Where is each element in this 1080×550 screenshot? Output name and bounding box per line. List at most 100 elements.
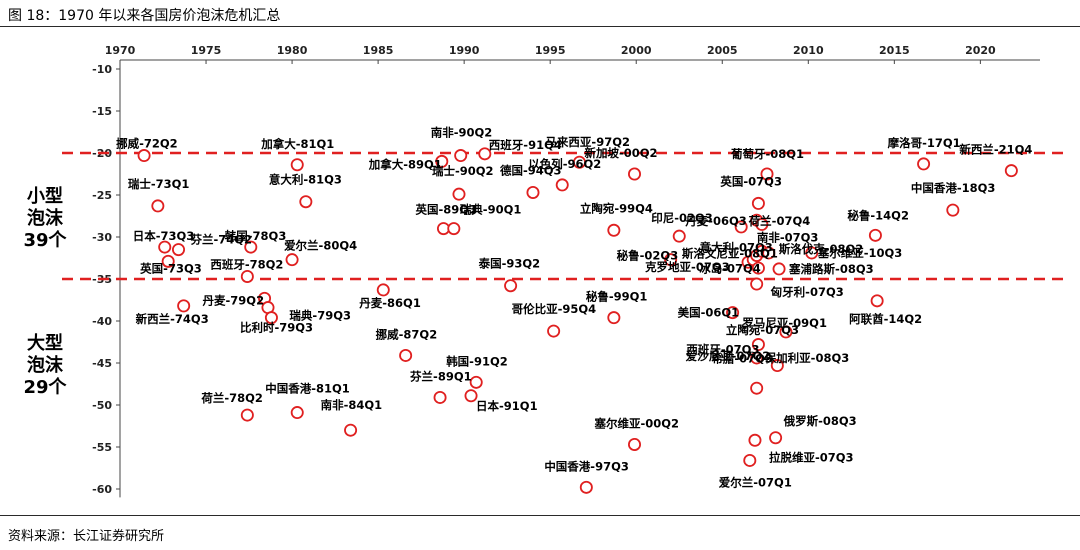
data-point-label: 瑞士-90Q2 bbox=[432, 164, 494, 178]
data-point bbox=[172, 243, 186, 257]
data-points bbox=[137, 147, 1018, 494]
data-point bbox=[762, 246, 776, 260]
x-tick-label: 1980 bbox=[277, 44, 308, 57]
data-point-label: 印尼-02Q3 bbox=[651, 211, 713, 225]
data-point-label: 中国香港-18Q3 bbox=[911, 181, 996, 195]
y-tick-label: -50 bbox=[92, 399, 112, 412]
data-point bbox=[177, 299, 191, 313]
data-point-label: 丹麦-06Q3 bbox=[685, 214, 747, 228]
data-point bbox=[572, 155, 586, 169]
data-point-label: 挪威-72Q2 bbox=[116, 137, 178, 151]
data-point bbox=[240, 269, 254, 283]
data-point bbox=[760, 167, 774, 181]
data-point bbox=[344, 423, 358, 437]
x-tick-label: 1995 bbox=[535, 44, 566, 57]
data-point bbox=[751, 338, 765, 352]
y-tick-label: -45 bbox=[92, 357, 112, 370]
data-point bbox=[464, 389, 478, 403]
data-point-label: 美国-06Q1 bbox=[678, 306, 740, 320]
data-point-label: 秘鲁-14Q2 bbox=[847, 208, 909, 222]
data-point-label: 新西兰-74Q3 bbox=[136, 312, 209, 326]
data-point bbox=[750, 351, 764, 365]
y-tick-label: -40 bbox=[92, 315, 112, 328]
data-point-label: 韩国-78Q3 bbox=[225, 229, 287, 243]
data-point-label: 爱沙尼亚-07Q2 bbox=[686, 349, 771, 363]
data-point-label: 荷兰-78Q2 bbox=[200, 391, 263, 405]
figure-title: 图 18：1970 年以来各国房价泡沫危机汇总 bbox=[8, 8, 281, 24]
x-tick-label: 1985 bbox=[363, 44, 394, 57]
data-point-label: 南非-84Q1 bbox=[321, 398, 383, 412]
data-point bbox=[750, 381, 764, 395]
data-point-label: 新加坡-00Q2 bbox=[585, 146, 658, 160]
data-point-label: 爱尔兰-80Q4 bbox=[284, 239, 357, 253]
data-point-label: 比利时-79Q3 bbox=[240, 321, 313, 335]
data-point bbox=[478, 147, 492, 161]
threshold-lines bbox=[62, 151, 1068, 281]
data-point-label: 爱尔兰-07Q1 bbox=[719, 475, 792, 489]
data-point bbox=[433, 390, 447, 404]
data-point-label: 秘鲁-02Q3 bbox=[617, 249, 679, 263]
x-tick-label: 2000 bbox=[621, 44, 652, 57]
data-point-label: 丹麦-79Q2 bbox=[203, 293, 265, 307]
data-point-label: 冰岛-07Q4 bbox=[699, 262, 761, 276]
data-point-label: 俄罗斯-08Q3 bbox=[783, 414, 857, 428]
y-tick-label: -30 bbox=[92, 231, 112, 244]
data-point bbox=[917, 157, 931, 171]
data-point-label: 中国香港-97Q3 bbox=[544, 459, 629, 473]
data-point bbox=[946, 203, 960, 217]
data-point bbox=[151, 199, 165, 213]
data-point bbox=[779, 325, 793, 339]
data-point bbox=[755, 217, 769, 231]
data-point-label: 阿联酋-14Q2 bbox=[849, 312, 922, 326]
title-divider bbox=[0, 26, 1080, 27]
data-point bbox=[504, 279, 518, 293]
data-point-label: 斯洛文尼亚-08Q1 bbox=[682, 246, 778, 260]
x-tick-label: 1970 bbox=[105, 44, 136, 57]
x-tick-label: 1990 bbox=[449, 44, 480, 57]
data-point bbox=[805, 246, 819, 260]
data-point bbox=[579, 480, 593, 494]
data-point-label: 塞浦路斯-08Q3 bbox=[789, 262, 874, 276]
data-point-label: 西班牙-07Q3 bbox=[686, 343, 759, 357]
data-point-label: 罗马尼亚-09Q1 bbox=[742, 316, 827, 330]
data-point-label: 以色列-96Q2 bbox=[528, 157, 601, 171]
data-point bbox=[454, 149, 468, 163]
small-bubble-band-label: 小型 泡沫 39个 bbox=[23, 186, 67, 251]
data-point bbox=[607, 223, 621, 237]
data-point-label: 加拿大-89Q1 bbox=[368, 157, 442, 171]
data-point-label: 瑞典-90Q1 bbox=[460, 203, 522, 217]
x-tick-label: 2005 bbox=[707, 44, 738, 57]
data-point bbox=[770, 359, 784, 373]
data-point bbox=[664, 253, 678, 267]
data-point bbox=[870, 294, 884, 308]
data-point-label: 秘鲁-99Q1 bbox=[586, 290, 648, 304]
data-point bbox=[435, 154, 449, 168]
data-point bbox=[628, 167, 642, 181]
data-point bbox=[161, 254, 175, 268]
data-point bbox=[240, 408, 254, 422]
data-point bbox=[469, 375, 483, 389]
data-point-label: 意大利-07Q3 bbox=[700, 240, 773, 254]
data-point-label: 匈牙利-07Q3 bbox=[770, 285, 844, 299]
data-point bbox=[526, 185, 540, 199]
data-point-label: 加拿大-81Q1 bbox=[260, 137, 334, 151]
data-point-label: 拉脱维亚-07Q3 bbox=[769, 450, 854, 464]
data-point bbox=[290, 158, 304, 172]
data-point-label: 荷兰-07Q4 bbox=[748, 214, 811, 228]
y-tick-label: -25 bbox=[92, 189, 112, 202]
x-tick-label: 2010 bbox=[793, 44, 824, 57]
data-point-label: 斯洛伐克-08Q2 bbox=[779, 242, 864, 256]
data-point-label: 希腊-07Q3 bbox=[710, 352, 773, 366]
y-tick-label: -55 bbox=[92, 441, 112, 454]
x-tick-label: 1975 bbox=[191, 44, 222, 57]
large-bubble-band-label: 大型 泡沫 29个 bbox=[23, 333, 67, 398]
source-note: 资料来源：长江证券研究所 bbox=[8, 529, 165, 544]
data-point-label: 马来西亚-97Q2 bbox=[545, 135, 630, 149]
data-point bbox=[751, 261, 765, 275]
data-point bbox=[734, 220, 748, 234]
data-point-label: 英国-07Q3 bbox=[719, 174, 782, 188]
data-point-label: 丹麦-86Q1 bbox=[359, 296, 421, 310]
data-point-label: 新西兰-21Q4 bbox=[959, 143, 1032, 157]
data-point-label: 塞尔维亚-10Q3 bbox=[818, 246, 903, 260]
